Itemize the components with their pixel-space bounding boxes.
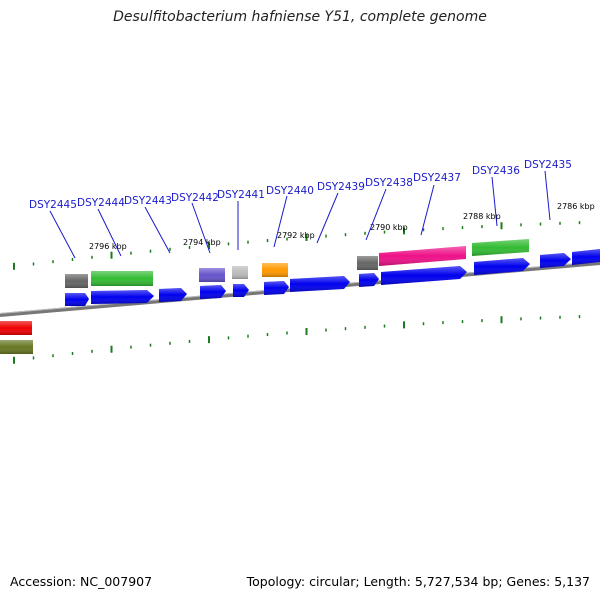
gene-label-dsy2438: DSY2438 <box>365 177 413 189</box>
gene-leader-lines <box>49 170 551 259</box>
gene-label-dsy2444: DSY2444 <box>77 197 125 209</box>
kbp-label: 2792 kbp <box>277 231 315 240</box>
map-title: Desulfitobacterium hafniense Y51, comple… <box>113 9 487 25</box>
gene-label-dsy2445: DSY2445 <box>29 199 77 211</box>
gene-label-dsy2440: DSY2440 <box>266 185 314 197</box>
gene-label-dsy2439: DSY2439 <box>317 181 365 193</box>
feature-track-lower <box>0 321 33 354</box>
kbp-label: 2786 kbp <box>557 202 595 211</box>
kbp-label: 2788 kbp <box>463 212 501 221</box>
upper-scale-ticks <box>13 221 581 270</box>
kbp-label: 2796 kbp <box>89 242 127 251</box>
gene-label-dsy2437: DSY2437 <box>413 172 461 184</box>
gene-label-dsy2436: DSY2436 <box>472 165 520 177</box>
gene-label-dsy2443: DSY2443 <box>124 195 172 207</box>
cds-track <box>65 249 600 306</box>
gene-label-dsy2435: DSY2435 <box>524 159 572 171</box>
feature-track-upper <box>65 239 529 288</box>
gene-label-dsy2442: DSY2442 <box>171 192 219 204</box>
kbp-label: 2794 kbp <box>183 238 221 247</box>
accession-text: Accession: NC_007907 <box>10 574 153 589</box>
lower-scale-ticks <box>13 315 581 364</box>
kbp-label: 2790 kbp <box>370 223 408 232</box>
topology-text: Topology: circular; Length: 5,727,534 bp… <box>246 574 590 589</box>
gene-label-dsy2441: DSY2441 <box>217 189 265 201</box>
